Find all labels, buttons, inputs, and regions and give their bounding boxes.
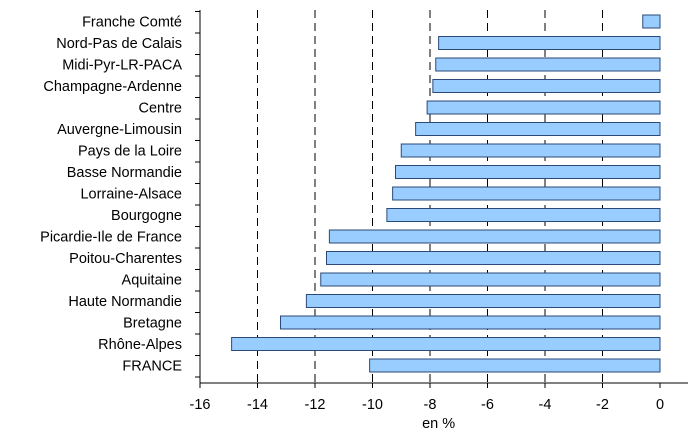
category-label: Lorraine-Alsace: [80, 187, 182, 203]
category-label: Pays de la Loire: [78, 144, 182, 160]
bar: [328, 229, 661, 244]
x-tick-label: -6: [481, 397, 494, 413]
bar: [231, 337, 661, 351]
bar: [386, 208, 661, 222]
bar: [305, 294, 661, 308]
category-label: Bretagne: [123, 316, 182, 332]
category-label: Basse Normandie: [67, 165, 182, 181]
bar: [415, 122, 661, 136]
category-label: Franche Comté: [82, 15, 182, 31]
bar: [642, 14, 661, 29]
bar: [426, 100, 661, 115]
x-tick-label: -10: [362, 397, 383, 413]
x-tick-label: -4: [539, 397, 552, 413]
category-label: Auvergne-Limousin: [57, 122, 182, 138]
bar: [392, 186, 661, 201]
bar: [400, 143, 661, 158]
x-tick-label: -8: [424, 397, 437, 413]
x-tick-label: -14: [247, 397, 268, 413]
x-axis-title: en %: [422, 416, 455, 432]
bar: [432, 79, 661, 93]
bar: [395, 165, 661, 179]
tick-labels: -16 -14 -12 -10 -8 -6 -4 -2 0: [190, 397, 665, 413]
category-label: FRANCE: [122, 359, 182, 375]
bar: [369, 358, 661, 373]
category-label: Rhône-Alpes: [98, 337, 182, 353]
x-tick-label: 0: [656, 397, 664, 413]
category-label: Poitou-Charentes: [69, 251, 182, 267]
x-tick-label: -16: [190, 397, 211, 413]
category-label: Picardie-Ile de France: [40, 230, 182, 246]
bars: [231, 14, 661, 373]
axes: [195, 10, 688, 388]
bar: [326, 251, 661, 265]
category-label: Haute Normandie: [68, 294, 182, 310]
category-label: Midi-Pyr-LR-PACA: [62, 58, 182, 74]
category-label: Nord-Pas de Calais: [56, 36, 182, 52]
category-label: Aquitaine: [122, 273, 182, 289]
category-label: Champagne-Ardenne: [43, 79, 182, 95]
category-label: Centre: [138, 101, 182, 117]
category-labels: Franche Comté Nord-Pas de Calais Midi-Pyr-…: [40, 15, 182, 375]
category-label: Bourgogne: [111, 208, 182, 224]
x-tick-label: -2: [596, 397, 609, 413]
bar: [280, 315, 661, 330]
bar: [435, 57, 661, 72]
bar: [438, 36, 661, 50]
bar: [320, 272, 661, 287]
x-tick-label: -12: [305, 397, 326, 413]
